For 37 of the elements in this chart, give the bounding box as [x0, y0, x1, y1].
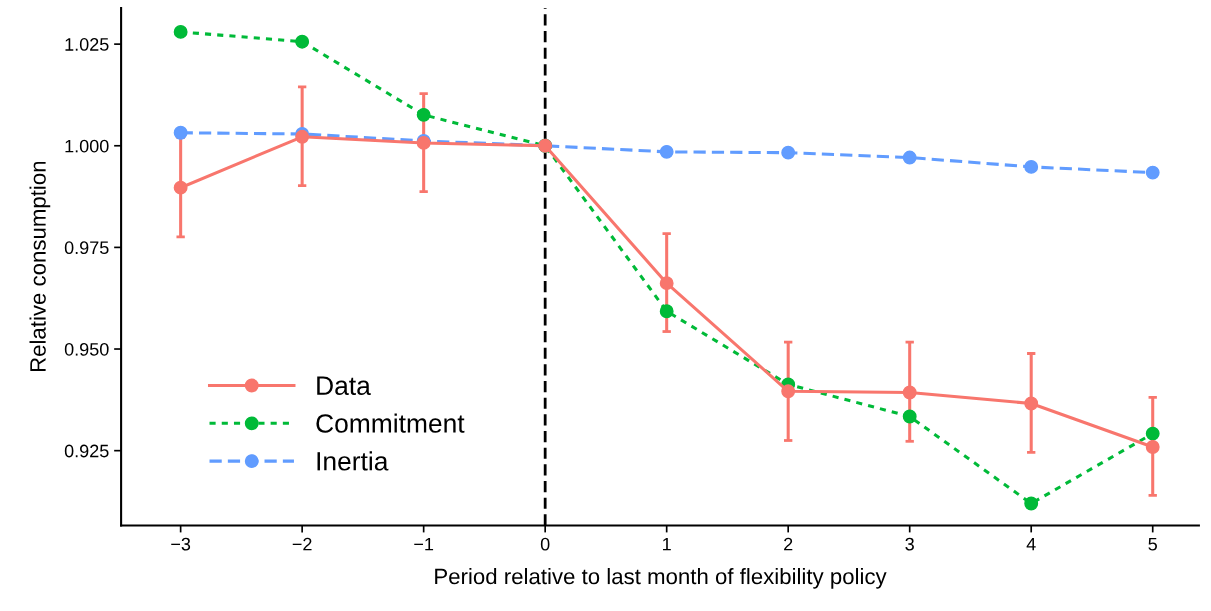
- x-tick-label: −2: [292, 537, 312, 551]
- y-axis-title: Relative consumption: [29, 161, 51, 372]
- point: [1024, 159, 1039, 174]
- x-tick-label: −1: [414, 537, 434, 551]
- point: [1145, 165, 1160, 180]
- point: [1024, 496, 1039, 511]
- point: [902, 150, 917, 165]
- point: [659, 144, 674, 159]
- x-axis-title: Period relative to last month of flexibility policy: [435, 567, 887, 589]
- x-tick-label: −3: [171, 537, 191, 551]
- point: [659, 304, 674, 319]
- point: [1145, 426, 1160, 441]
- y-tick-label: 0.950: [64, 342, 109, 356]
- y-tick-label: 0.975: [64, 241, 109, 255]
- x-tick-label: 0: [540, 537, 550, 551]
- point: [902, 385, 917, 400]
- point: [1024, 396, 1039, 411]
- point: [781, 145, 796, 160]
- x-tick-label: 5: [1148, 537, 1157, 551]
- point: [659, 276, 674, 291]
- point: [781, 384, 796, 399]
- x-tick-label: 2: [784, 537, 793, 551]
- x-tick-label: 3: [905, 537, 914, 551]
- point: [416, 107, 431, 122]
- point: [173, 24, 188, 39]
- point: [173, 180, 188, 195]
- y-tick-label: 1.000: [65, 139, 109, 153]
- point: [295, 34, 310, 49]
- legend-label: Inertia: [317, 451, 389, 471]
- x-tick-label: 4: [1026, 537, 1036, 551]
- y-tick-label: 1.025: [65, 38, 109, 51]
- point: [902, 409, 917, 424]
- legend-label: Data: [317, 376, 371, 396]
- y-tick-label: 0.925: [64, 444, 109, 458]
- legend-label: Commitment: [316, 413, 465, 433]
- point: [1145, 440, 1160, 454]
- x-tick-label: 1: [663, 537, 671, 551]
